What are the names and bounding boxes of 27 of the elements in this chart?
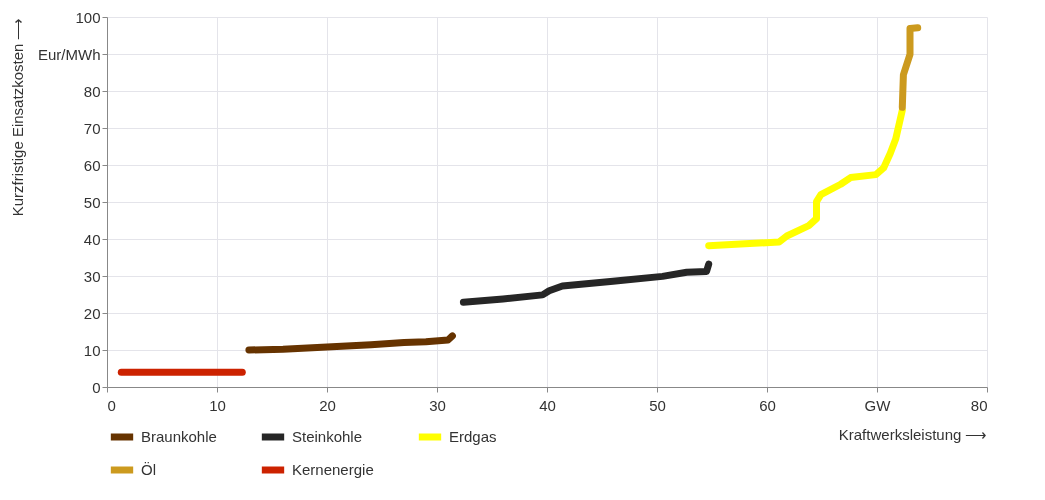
- x-axis-title: Kraftwerksleistung ⟶: [838, 425, 988, 443]
- x-tick-label: 50: [649, 396, 666, 414]
- x-tick-label: 10: [209, 396, 226, 414]
- legend-label: Braunkohle: [141, 428, 217, 445]
- y-tick-label: 20: [83, 304, 101, 322]
- x-tick-label: 0: [107, 396, 116, 414]
- y-tick-label: 30: [83, 267, 101, 285]
- y-tick-label: Eur/MWh: [37, 45, 101, 63]
- y-tick-label: 10: [83, 341, 101, 359]
- legend-label: Öl: [141, 461, 156, 478]
- y-tick-label: 100: [75, 8, 101, 26]
- x-tick-label: 30: [429, 396, 446, 414]
- x-tick-label: 40: [539, 396, 556, 414]
- y-axis-title: Kurzfristige Einsatzkosten ⟶: [9, 17, 26, 217]
- y-tick-label: 60: [83, 156, 101, 174]
- y-tick-label: 80: [83, 82, 101, 100]
- legend-label: Kernenergie: [292, 461, 374, 478]
- legend-label: Steinkohle: [292, 428, 363, 445]
- x-tick-label: 80: [970, 396, 988, 414]
- y-tick-label: 40: [83, 230, 101, 248]
- x-tick-label: GW: [864, 396, 892, 414]
- y-tick-label: 50: [83, 193, 101, 211]
- x-tick-label: 60: [759, 396, 776, 414]
- y-tick-label: 0: [92, 378, 101, 396]
- x-tick-label: 20: [319, 396, 336, 414]
- y-tick-label: 70: [83, 119, 101, 137]
- legend-label: Erdgas: [449, 428, 497, 445]
